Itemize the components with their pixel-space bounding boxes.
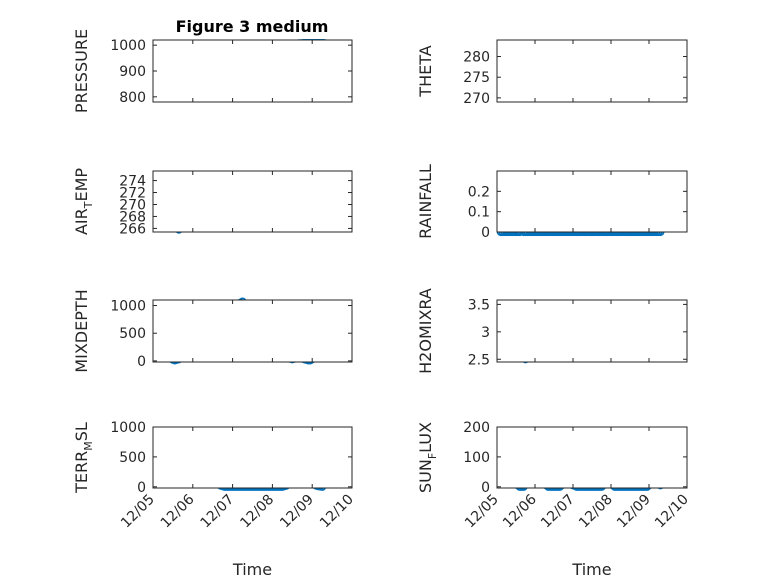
y-axis-label: AIRTEMP <box>72 168 95 235</box>
axes-box <box>496 299 688 363</box>
y-axis-label-sub: T <box>82 201 95 209</box>
y-tick-label: 200 <box>463 420 490 436</box>
axes-box <box>152 299 353 363</box>
figure-title: Figure 3 medium <box>176 17 329 36</box>
y-tick-label: 100 <box>463 450 490 466</box>
x-tick-label: 12/05 <box>462 492 502 532</box>
y-tick-label: 0 <box>481 480 490 496</box>
subplot-theta: 270 275 280 THETA <box>416 39 688 107</box>
x-axis-label: Time <box>571 560 611 579</box>
y-tick-label: 272 <box>119 186 146 202</box>
y-tick-label: 280 <box>463 50 490 66</box>
axes-box <box>496 170 688 233</box>
y-tick-label: 268 <box>119 209 146 225</box>
axes-box <box>496 426 688 489</box>
y-tick-label: 2.5 <box>468 352 490 368</box>
axes-box <box>496 39 688 103</box>
y-tick-label: 1000 <box>110 420 146 436</box>
subplot-terr-msl: 0 500 1000 12/05 12/06 12/07 12/08 12/09 12/10 Ti… <box>72 420 357 579</box>
x-tick-label: 12/05 <box>118 492 158 532</box>
y-axis-label-main: TERR <box>72 451 91 494</box>
subplot-h2omixra: 2.5 3 3.5 H2OMIXRA <box>416 288 688 374</box>
y-tick-label: 1000 <box>110 38 146 54</box>
x-tick-label: 12/07 <box>538 492 578 532</box>
y-axis-label-rest: EMP <box>72 168 91 202</box>
y-tick-label: 270 <box>119 197 146 213</box>
y-axis-label-rest: SL <box>72 422 91 441</box>
axes-box <box>152 426 353 489</box>
axes-box <box>152 170 353 233</box>
y-tick-label: 500 <box>119 450 146 466</box>
y-axis-label: THETA <box>416 45 435 97</box>
y-axis-label: MIXDEPTH <box>72 289 91 372</box>
y-tick-label: 3.5 <box>468 297 490 313</box>
subplot-mixdepth: 0 500 1000 MIXDEPTH <box>72 289 353 373</box>
y-axis-label: TERRMSL <box>72 422 95 494</box>
y-tick-label: 275 <box>463 70 490 86</box>
y-tick-label: 900 <box>119 64 146 80</box>
y-tick-label: 500 <box>119 326 146 342</box>
y-axis-label-sub: F <box>426 453 439 459</box>
subplot-pressure: 800 900 1000 PRESSURE <box>72 29 353 113</box>
x-tick-label: 12/09 <box>614 492 654 532</box>
x-tick-label: 12/08 <box>576 492 616 532</box>
y-axis-label-main: AIR <box>72 208 91 235</box>
y-tick-label: 270 <box>463 91 490 107</box>
y-tick-label: 0 <box>137 480 146 496</box>
y-tick-label: 0 <box>137 354 146 370</box>
x-tick-label: 12/09 <box>277 492 317 532</box>
y-tick-label: 0.2 <box>468 184 490 200</box>
y-axis-label: H2OMIXRA <box>416 288 435 374</box>
y-tick-label: 1000 <box>110 299 146 315</box>
y-axis-label: RAINFALL <box>416 164 435 239</box>
y-tick-label: 0.1 <box>468 205 490 221</box>
y-axis-label-rest: LUX <box>416 422 435 453</box>
y-axis-label-main: SUN <box>416 459 435 493</box>
x-tick-label: 12/07 <box>198 492 238 532</box>
x-tick-label: 12/08 <box>237 492 277 532</box>
y-axis-label-sub: M <box>82 441 95 451</box>
x-tick-label: 12/06 <box>500 491 540 531</box>
y-tick-label: 0 <box>481 225 490 241</box>
x-tick-label: 12/10 <box>652 492 692 532</box>
y-tick-label: 3 <box>481 325 490 341</box>
x-tick-label: 12/06 <box>158 491 198 531</box>
y-tick-label: 274 <box>119 174 146 190</box>
y-tick-label: 800 <box>119 90 146 106</box>
x-tick-label: 12/10 <box>317 492 357 532</box>
subplot-rainfall: 0 0.1 0.2 RAINFALL <box>416 164 688 241</box>
y-axis-label: PRESSURE <box>72 29 91 113</box>
axes-box <box>152 39 353 103</box>
y-axis-label: SUNFLUX <box>416 422 439 493</box>
x-axis-label: Time <box>232 560 272 579</box>
y-tick-label: 266 <box>119 221 146 237</box>
